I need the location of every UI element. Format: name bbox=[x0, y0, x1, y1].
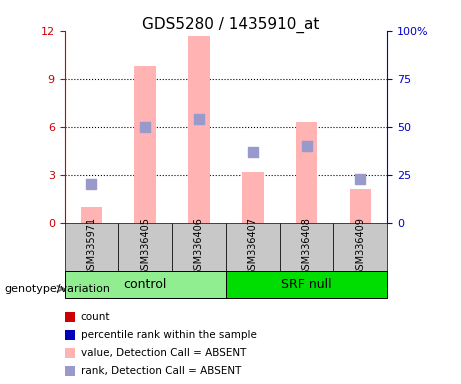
Bar bbox=[296, 122, 317, 223]
Text: GSM336407: GSM336407 bbox=[248, 217, 258, 276]
FancyBboxPatch shape bbox=[172, 223, 226, 271]
Bar bbox=[349, 189, 371, 223]
Point bbox=[88, 181, 95, 187]
Text: control: control bbox=[124, 278, 167, 291]
Text: count: count bbox=[81, 312, 110, 322]
Point bbox=[249, 149, 256, 155]
FancyBboxPatch shape bbox=[333, 223, 387, 271]
Text: SRF null: SRF null bbox=[281, 278, 332, 291]
Point bbox=[142, 124, 149, 130]
Bar bbox=[81, 207, 102, 223]
Text: GSM336406: GSM336406 bbox=[194, 217, 204, 276]
Text: GDS5280 / 1435910_at: GDS5280 / 1435910_at bbox=[142, 17, 319, 33]
FancyBboxPatch shape bbox=[65, 271, 226, 298]
Bar bbox=[242, 172, 264, 223]
Text: percentile rank within the sample: percentile rank within the sample bbox=[81, 330, 257, 340]
FancyBboxPatch shape bbox=[280, 223, 333, 271]
Text: value, Detection Call = ABSENT: value, Detection Call = ABSENT bbox=[81, 348, 246, 358]
Text: GSM335971: GSM335971 bbox=[86, 217, 96, 276]
Text: GSM336408: GSM336408 bbox=[301, 217, 312, 276]
Text: rank, Detection Call = ABSENT: rank, Detection Call = ABSENT bbox=[81, 366, 241, 376]
Point bbox=[195, 116, 203, 122]
Text: GSM336409: GSM336409 bbox=[355, 217, 366, 276]
Point bbox=[303, 143, 310, 149]
FancyBboxPatch shape bbox=[118, 223, 172, 271]
Point bbox=[357, 175, 364, 182]
Bar bbox=[188, 36, 210, 223]
Text: GSM336405: GSM336405 bbox=[140, 217, 150, 276]
FancyBboxPatch shape bbox=[226, 271, 387, 298]
FancyBboxPatch shape bbox=[226, 223, 280, 271]
Text: genotype/variation: genotype/variation bbox=[5, 284, 111, 294]
Bar bbox=[135, 66, 156, 223]
FancyBboxPatch shape bbox=[65, 223, 118, 271]
